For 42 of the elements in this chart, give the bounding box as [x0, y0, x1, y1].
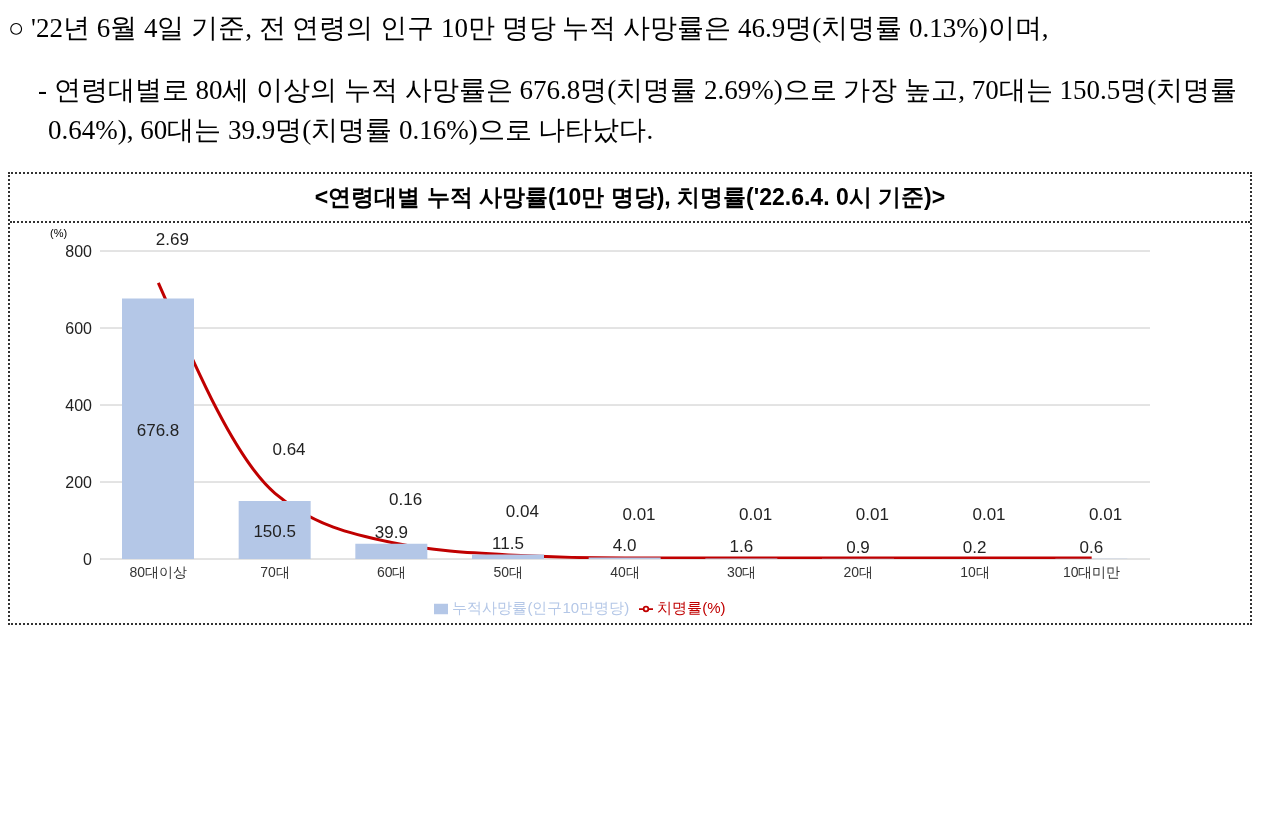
x-tick-label: 20대: [843, 563, 874, 580]
x-tick-label: 10대: [960, 563, 990, 580]
legend-label: 누적사망률(인구10만명당): [452, 599, 630, 616]
data-label: 11.5: [492, 533, 524, 553]
legend-label: 치명률(%): [657, 599, 726, 616]
y-tick-label: 600: [65, 319, 93, 337]
text: ○ '22년 6월 4일 기준, 전 연령의 인구 10만 명당 누적 사망률은 46.9명(치명률 0.13%)이며,: [8, 12, 1050, 45]
data-label: 39.9: [374, 522, 408, 542]
data-label: 0.16: [389, 489, 423, 509]
data-label: 1.6: [729, 537, 754, 557]
x-tick-label: 30대: [726, 563, 757, 580]
data-label: 0.01: [739, 504, 773, 524]
data-label: 2.69: [155, 229, 189, 249]
x-tick-label: 70대: [260, 563, 290, 580]
data-label: 0.9: [846, 537, 870, 557]
y-tick-label: 400: [65, 396, 93, 414]
y-tick-label: 800: [65, 242, 93, 260]
data-label: 4.0: [612, 536, 637, 556]
x-tick-label: 10대미만: [1062, 563, 1121, 580]
data-label: 150.5: [253, 522, 296, 542]
data-label: 0.6: [1079, 537, 1104, 557]
data-label: 0.04: [505, 501, 539, 521]
data-label: 0.01: [855, 504, 889, 524]
data-label: 0.01: [972, 504, 1006, 524]
x-tick-label: 60대: [376, 563, 407, 580]
bar: [472, 554, 544, 559]
bar: [355, 543, 428, 559]
text: - 연령대별로 80세 이상의 누적 사망률은 676.8명(치명률 2.69%)으로 가장 높고, 70대는 150.5명(치명률 0.64%), 60대는 39.9명(치명률 0.16%)으로 나타났다.: [37, 74, 1239, 147]
x-tick-label: 80대이상: [129, 563, 188, 580]
data-label: 0.2: [962, 537, 987, 557]
x-tick-label: 50대: [493, 563, 524, 580]
y-tick-label: 0: [83, 550, 93, 568]
data-label: 0.64: [272, 440, 306, 460]
x-tick-label: 40대: [610, 563, 640, 580]
bar: [238, 501, 311, 559]
data-label: 0.01: [1089, 504, 1123, 524]
data-label: 676.8: [136, 420, 180, 440]
bar: [122, 298, 194, 559]
y-tick-label: 200: [65, 473, 93, 491]
chart-title: <연령대별 누적 사망률(10만 명당), 치명률('22.6.4. 0시 기준)>: [10, 174, 1250, 223]
data-label: 0.01: [622, 504, 656, 524]
y-axis-title: (%): [50, 227, 68, 239]
